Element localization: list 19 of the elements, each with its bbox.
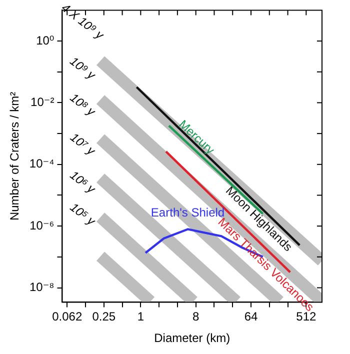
annotation: 10⁸ y bbox=[67, 90, 99, 120]
x-tick-label: 512 bbox=[296, 310, 316, 324]
annotation: 10⁶ y bbox=[67, 168, 99, 197]
y-tick-label: 10⁻⁸ bbox=[29, 280, 54, 294]
annotation: 10⁵ y bbox=[67, 200, 99, 229]
annotation: 10⁹ y bbox=[67, 54, 99, 83]
y-tick-label: 10⁻⁴ bbox=[29, 156, 54, 171]
x-tick-label: 8 bbox=[192, 310, 200, 324]
x-axis-title: Diameter (km) bbox=[154, 331, 230, 346]
y-tick-label: 10⁻² bbox=[30, 95, 54, 110]
y-tick-label: 10⁻⁶ bbox=[30, 218, 54, 232]
annotation: 4 X 10⁹ y bbox=[58, 0, 108, 43]
annotation: 10⁷ y bbox=[68, 130, 98, 159]
x-tick-label: 1 bbox=[137, 310, 144, 324]
y-tick-label: 10⁰ bbox=[36, 33, 54, 48]
x-tick-label: 0.062 bbox=[52, 310, 82, 324]
x-tick-label: 64 bbox=[244, 310, 258, 324]
y-axis-title: Number of Craters / km² bbox=[8, 92, 22, 221]
x-tick-label: 0.25 bbox=[92, 310, 116, 324]
